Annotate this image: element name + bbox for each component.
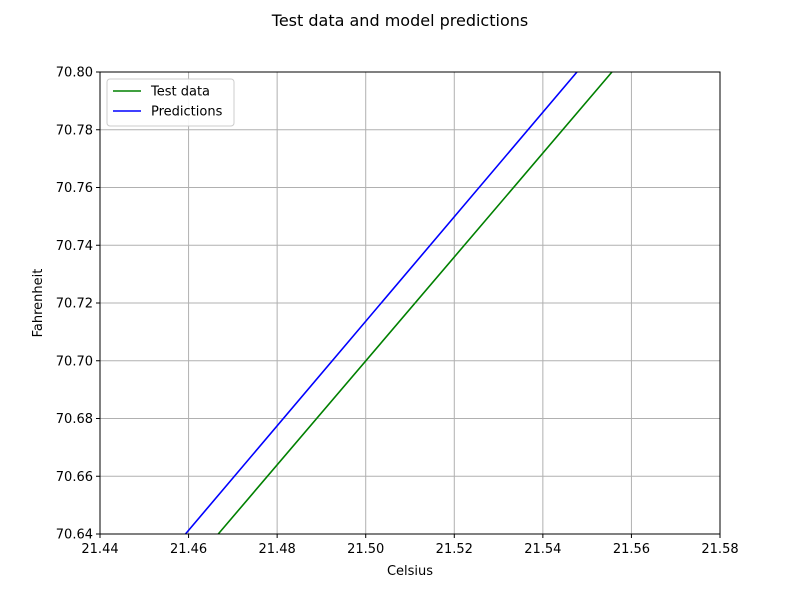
y-axis-title: Fahrenheit <box>31 269 46 338</box>
y-tick-label: 70.66 <box>56 470 93 485</box>
y-tick-label: 70.64 <box>56 528 93 543</box>
y-tick-label: 70.74 <box>56 239 93 254</box>
ticks: 21.44 21.46 21.48 21.50 21.52 21.54 21.56 21.58… <box>56 66 739 558</box>
x-tick-label: 21.50 <box>347 542 384 557</box>
series-line-1 <box>184 71 578 535</box>
x-tick-label: 21.54 <box>524 542 561 557</box>
x-tick-label: 21.52 <box>436 542 473 557</box>
series-lines <box>184 71 613 535</box>
y-tick-label: 70.78 <box>56 123 93 138</box>
y-tick-label: 70.76 <box>56 181 93 196</box>
grid <box>99 71 721 535</box>
x-tick-label: 21.48 <box>259 542 296 557</box>
x-tick-label: 21.44 <box>81 542 118 557</box>
x-tick-label: 21.56 <box>613 542 650 557</box>
y-tick-label: 70.70 <box>56 354 93 369</box>
y-tick-label: 70.80 <box>56 66 93 81</box>
legend-label: Predictions <box>151 105 223 120</box>
x-axis-title: Celsius <box>387 564 433 579</box>
legend: Test data Predictions <box>106 78 235 127</box>
x-tick-label: 21.58 <box>701 542 738 557</box>
y-tick-label: 70.72 <box>56 297 93 312</box>
series-line-0 <box>217 71 613 535</box>
chart-title: Test data and model predictions <box>271 11 528 30</box>
y-tick-label: 70.68 <box>56 412 93 427</box>
x-tick-label: 21.46 <box>170 542 207 557</box>
legend-label: Test data <box>150 85 210 100</box>
